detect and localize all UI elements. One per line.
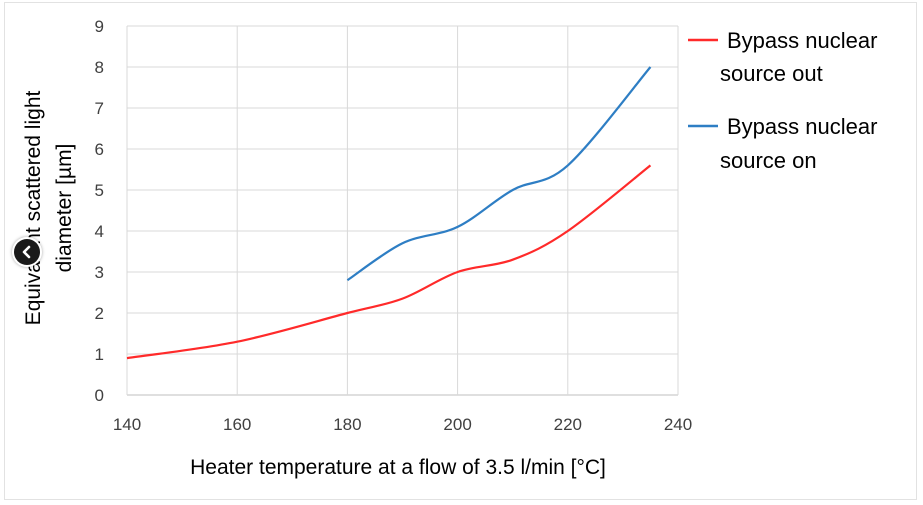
x-tick-label: 140	[113, 415, 141, 434]
y-axis-title-line2: diameter [µm]	[53, 144, 76, 273]
y-tick-label: 9	[95, 17, 104, 36]
x-tick-label: 200	[443, 415, 471, 434]
chart-frame	[4, 2, 917, 500]
x-tick-label: 240	[664, 415, 692, 434]
y-tick-label: 4	[95, 222, 104, 241]
x-axis-title: Heater temperature at a flow of 3.5 l/mi…	[190, 456, 606, 479]
legend-label-on-line1: Bypass nuclear	[727, 114, 877, 139]
y-tick-label: 5	[95, 181, 104, 200]
grid	[126, 25, 679, 396]
y-tick-label: 3	[95, 263, 104, 282]
y-tick-label: 7	[95, 99, 104, 118]
legend-label-out-line2: source out	[720, 61, 823, 86]
x-tick-label: 160	[223, 415, 251, 434]
series-line-1	[346, 66, 652, 282]
chevron-left-icon	[22, 245, 31, 259]
y-tick-label: 0	[95, 386, 104, 405]
series-lines	[126, 66, 652, 360]
y-tick-label: 8	[95, 58, 104, 77]
series-line-0	[126, 164, 652, 360]
previous-button[interactable]	[14, 239, 40, 265]
legend-label-out-line1: Bypass nuclear	[727, 28, 877, 53]
y-tick-label: 6	[95, 140, 104, 159]
x-tick-label: 220	[554, 415, 582, 434]
y-axis-title-line1: Equivalent scattered light	[22, 91, 45, 326]
legend: Bypass nuclear source out Bypass nuclear…	[688, 28, 877, 173]
x-tick-label: 180	[333, 415, 361, 434]
tick-labels: 0 1 2 3 4 5 6 7 8 9 140 160 180 200 220 240	[95, 17, 693, 434]
y-tick-label: 1	[95, 345, 104, 364]
legend-label-on-line2: source on	[720, 148, 817, 173]
y-tick-label: 2	[95, 304, 104, 323]
